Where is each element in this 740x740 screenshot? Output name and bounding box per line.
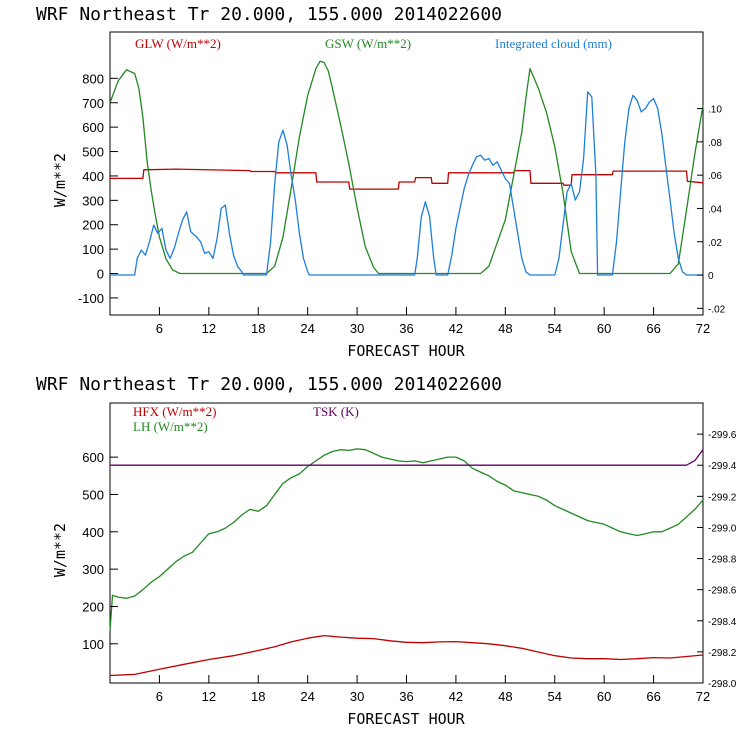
x-tick-label: 48: [498, 321, 512, 336]
x-tick-label: 42: [449, 321, 463, 336]
x-tick-label: 30: [350, 321, 364, 336]
series-line-gsw: [109, 60, 704, 275]
y-tick-label: 400: [82, 525, 104, 540]
x-tick-label: 42: [449, 689, 463, 704]
x-tick-label: 12: [202, 321, 216, 336]
y2-tick-label: -.02: [708, 304, 726, 315]
y2-tick-label: -299.4: [708, 461, 737, 472]
legend-gsw: GSW (W/m**2): [325, 36, 411, 51]
legend-lh: LH (W/m**2): [133, 419, 208, 434]
y2-tick-label: -298.8: [708, 555, 737, 566]
y2-tick-label: .08: [708, 138, 722, 149]
x-tick-label: 54: [548, 689, 562, 704]
y-tick-label: 200: [82, 599, 104, 614]
x-tick-label: 72: [696, 689, 710, 704]
y2-tick-label: -299.2: [708, 492, 737, 503]
x-tick-label: 54: [548, 321, 562, 336]
y-tick-label: 500: [82, 145, 104, 160]
y-tick-label: 600: [82, 450, 104, 465]
chart-1-x-ticks: 6 12 18 24 30 36 42 48 54 60 66 72: [156, 307, 710, 336]
y-tick-label: 300: [82, 193, 104, 208]
y2-tick-label: -299.0: [708, 523, 737, 534]
y2-tick-label: .04: [708, 204, 722, 215]
chart-1: WRF Northeast Tr 20.000, 155.000 2014022…: [36, 4, 726, 360]
x-tick-label: 60: [597, 321, 611, 336]
x-tick-label: 6: [156, 321, 163, 336]
y2-tick-label: -298.4: [708, 617, 737, 628]
y-tick-label: 700: [82, 96, 104, 111]
legend-hfx: HFX (W/m**2): [133, 404, 216, 419]
chart-1-lines: [109, 60, 704, 276]
series-line-tsk: [110, 449, 704, 466]
x-tick-label: 36: [399, 689, 413, 704]
y2-tick-label: .10: [708, 105, 722, 116]
chart-2-y2-ticks: -299.6 -299.4 -299.2 -299.0 -298.8 -298.6 -298…: [697, 430, 737, 690]
chart-2-y-label: W/m**2: [51, 523, 69, 577]
legend-tsk: TSK (K): [313, 404, 359, 419]
chart-2-y-ticks: 600 500 400 300 200 100: [82, 450, 118, 652]
x-tick-label: 12: [202, 689, 216, 704]
chart-2-x-ticks: 6 12 18 24 30 36 42 48 54 60 66 72: [156, 675, 710, 704]
y-tick-label: 200: [82, 218, 104, 233]
chart-1-x-label: FORECAST HOUR: [347, 342, 465, 360]
y-tick-label: 300: [82, 562, 104, 577]
x-tick-label: 6: [156, 689, 163, 704]
x-tick-label: 24: [300, 689, 314, 704]
series-line-integrated: [110, 91, 703, 276]
y-tick-label: 600: [82, 120, 104, 135]
y-tick-label: 100: [82, 242, 104, 257]
y-tick-label: 800: [82, 71, 104, 86]
y-tick-label: 500: [82, 487, 104, 502]
y2-tick-label: -298.2: [708, 648, 737, 659]
chart-2-x-label: FORECAST HOUR: [347, 710, 465, 728]
y2-tick-label: .02: [708, 238, 722, 249]
y-tick-label: 100: [82, 637, 104, 652]
x-tick-label: 24: [300, 321, 314, 336]
chart-2-lines: [109, 448, 704, 677]
x-tick-label: 60: [597, 689, 611, 704]
y2-tick-label: -298.0: [708, 679, 737, 690]
x-tick-label: 48: [498, 689, 512, 704]
chart-1-y-ticks: 800 700 600 500 400 300 200 100 0 -100: [78, 71, 118, 306]
y-tick-label: 0: [97, 267, 104, 282]
x-tick-label: 72: [696, 321, 710, 336]
chart-1-y-label: W/m**2: [51, 153, 69, 207]
y2-tick-label: -299.6: [708, 430, 737, 441]
chart-2-frame: [109, 402, 704, 684]
x-tick-label: 18: [251, 321, 265, 336]
chart-2: WRF Northeast Tr 20.000, 155.000 2014022…: [36, 374, 737, 728]
chart-1-y2-ticks: .10 .08 .06 .04 .02 0 -.02: [697, 105, 726, 315]
x-tick-label: 30: [350, 689, 364, 704]
series-line-glw: [110, 168, 704, 190]
y2-tick-label: -298.6: [708, 586, 737, 597]
y-tick-label: 400: [82, 169, 104, 184]
chart-2-title: WRF Northeast Tr 20.000, 155.000 2014022…: [36, 374, 502, 395]
series-line-hfx: [109, 634, 704, 677]
y2-tick-label: .06: [708, 171, 722, 182]
x-tick-label: 36: [399, 321, 413, 336]
y-tick-label: -100: [78, 291, 104, 306]
x-tick-label: 66: [646, 321, 660, 336]
x-tick-label: 18: [251, 689, 265, 704]
legend-glw: GLW (W/m**2): [135, 36, 221, 51]
y2-tick-label: 0: [708, 271, 714, 282]
chart-1-frame: [109, 31, 704, 316]
chart-1-title: WRF Northeast Tr 20.000, 155.000 2014022…: [36, 4, 502, 25]
x-tick-label: 66: [646, 689, 660, 704]
series-line-lh: [109, 448, 704, 631]
legend-cloud: Integrated cloud (mm): [495, 36, 612, 51]
